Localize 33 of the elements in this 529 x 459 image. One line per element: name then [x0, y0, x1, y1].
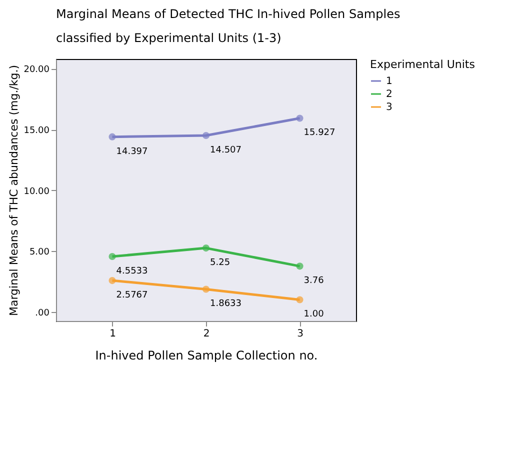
point	[108, 277, 116, 284]
y-tick-label: 15.00	[24, 126, 50, 136]
point	[202, 244, 210, 252]
data-label: 1.00	[304, 310, 324, 320]
x-axis-title: In-hived Pollen Sample Collection no.	[95, 348, 318, 362]
point	[202, 132, 210, 140]
y-tick-label: 10.00	[24, 186, 50, 197]
point	[296, 114, 304, 122]
data-label: 5.25	[210, 258, 230, 268]
legend-title: Experimental Units	[370, 58, 476, 71]
legend-label: 3	[386, 102, 392, 113]
point	[108, 252, 116, 260]
data-label: 2.5767	[116, 290, 148, 301]
point	[296, 296, 304, 304]
legend-label: 1	[386, 76, 392, 87]
data-label: 15.927	[304, 128, 336, 138]
y-tick-label: .00	[35, 308, 50, 318]
chart-title: Marginal Means of Detected THC In-hived Pollen Samples classified by Experimental Units (1-3)	[56, 7, 400, 45]
y-tick-label: 5.00	[29, 248, 50, 258]
x-tick-label: 1	[110, 328, 116, 340]
data-label: 3.76	[304, 276, 324, 286]
x-tick-label: 3	[297, 328, 304, 340]
data-label: 14.507	[210, 146, 242, 156]
legend-label: 2	[386, 89, 392, 100]
point	[108, 133, 116, 140]
point	[202, 286, 210, 293]
x-tick-label: 2	[203, 328, 210, 340]
y-tick-label: 20.00	[24, 65, 50, 76]
y-axis-title: Marginal Means of THC abundances (mg./kg.)	[8, 64, 21, 316]
data-label: 4.5533	[116, 266, 148, 277]
data-label: 14.397	[116, 146, 148, 157]
data-label: 1.8633	[210, 299, 242, 310]
point	[296, 262, 304, 270]
